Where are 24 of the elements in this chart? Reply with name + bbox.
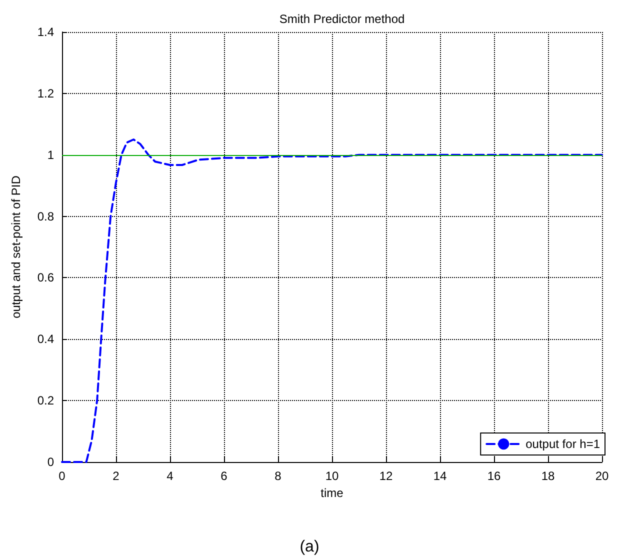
text: (a) (300, 538, 320, 556)
y-tick-label: 0.6 (37, 270, 54, 285)
x-tick-label: 14 (433, 469, 447, 483)
y-tick-label: 1 (47, 148, 54, 162)
y-tick-label: 0.2 (37, 394, 54, 408)
x-tick-label: 4 (166, 469, 174, 483)
y-tick-label: 1.4 (37, 25, 54, 39)
x-tick-label: 0 (58, 469, 66, 483)
x-tick-label: 8 (274, 469, 282, 483)
x-axis-title: time (320, 486, 344, 500)
y-tick-label: 0.4 (37, 332, 54, 346)
x-tick-label: 18 (541, 469, 555, 483)
legend-label: output for h=1 (526, 437, 600, 451)
x-tick-label: 16 (487, 469, 501, 483)
x-tick-label: 20 (595, 469, 609, 483)
x-tick-label: 6 (220, 469, 228, 483)
y-tick-label: 0 (47, 455, 54, 469)
y-tick-label: 1.2 (37, 86, 54, 100)
y-axis-title: output and set-point of PID (9, 175, 23, 318)
x-tick-label: 10 (325, 469, 339, 483)
chart-title: Smith Predictor method (279, 12, 405, 26)
x-tick-label: 12 (379, 469, 393, 483)
y-tick-label: 0.8 (37, 209, 54, 224)
x-tick-label: 2 (112, 469, 120, 483)
